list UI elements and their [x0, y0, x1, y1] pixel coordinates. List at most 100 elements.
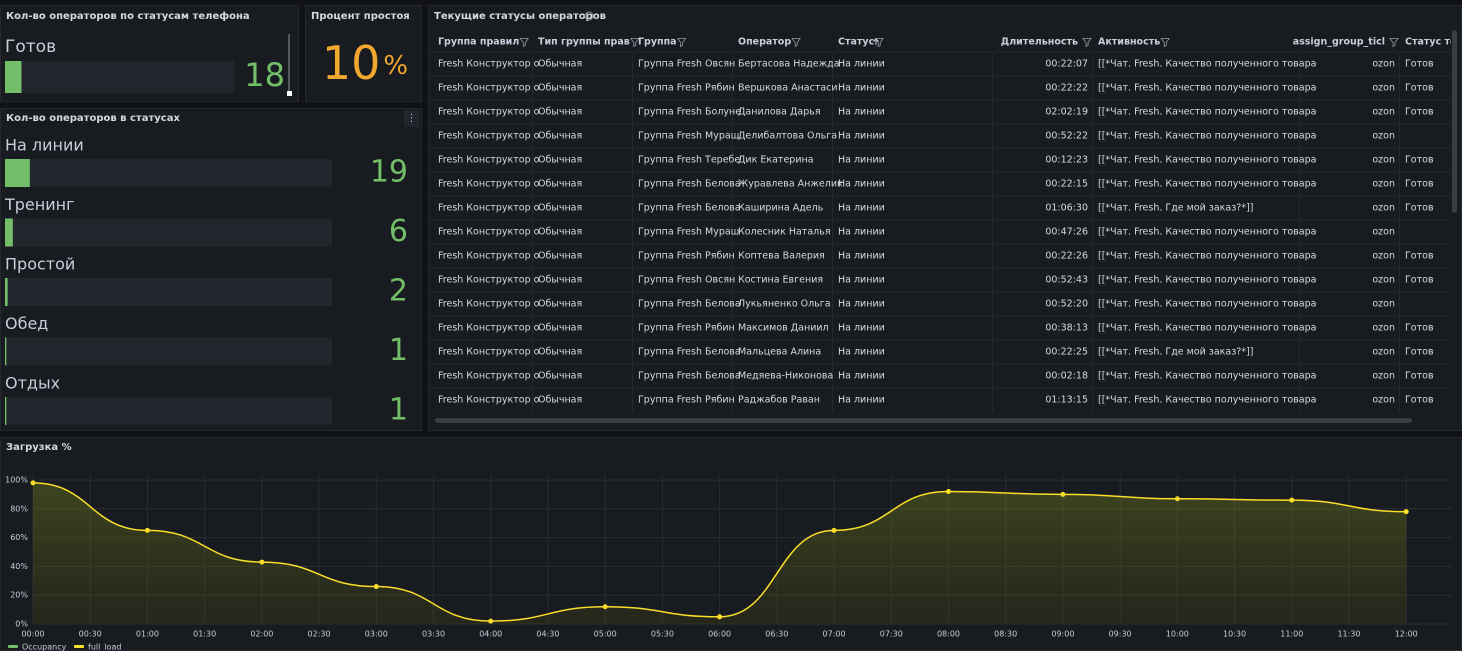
table-cell: Максимов Даниил [738, 323, 829, 334]
table-cell: Обычная [538, 395, 582, 406]
table-cell: ozon [1372, 395, 1395, 406]
menu-dots[interactable]: ⋮ [407, 113, 417, 124]
table-cell: Обычная [538, 371, 582, 382]
table-cell: Группа Fresh Мураш [638, 131, 739, 142]
table-cell: Готов [1405, 251, 1434, 262]
column-header[interactable]: Тип группы прав [538, 37, 630, 48]
column-header[interactable]: assign_group_ticl [1293, 37, 1385, 48]
x-tick-label: 04:00 [479, 630, 502, 639]
table-cell: На линии [838, 395, 885, 406]
table-cell: [[*Чат. Fresh. Где мой заказ?*]] [1098, 203, 1253, 214]
filter-icon[interactable] [1082, 38, 1092, 48]
table-cell: Fresh Конструктор о [438, 323, 540, 334]
table-cell: Fresh Конструктор о [438, 275, 540, 286]
y-tick-label: 60% [10, 533, 28, 542]
table-cell: 01:06:30 [1045, 203, 1088, 214]
table-cell: Обычная [538, 155, 582, 166]
table-cell: [[*Чат. Fresh. Качество полученного това… [1098, 179, 1316, 190]
x-tick-label: 04:30 [536, 630, 559, 639]
x-tick-label: 00:30 [79, 630, 102, 639]
gauge-label: На линии [5, 136, 84, 155]
panel-menu[interactable] [404, 110, 419, 127]
table-cell: Костина Евгения [738, 275, 823, 286]
table-cell: Группа Fresh Белова [638, 203, 741, 214]
table-cell: На линии [838, 131, 885, 142]
column-header[interactable]: Группа правил [438, 37, 519, 48]
table-cell: [[*Чат. Fresh. Качество полученного това… [1098, 395, 1316, 406]
column-header[interactable]: Длительность [1001, 37, 1078, 48]
table-cell: Обычная [538, 107, 582, 118]
panel-title: Кол-во операторов в статусах [6, 113, 180, 124]
table-cell: На линии [838, 179, 885, 190]
table-cell: Готов [1405, 395, 1434, 406]
filter-icon[interactable] [874, 38, 885, 48]
table-cell: [[*Чат. Fresh. Качество полученного това… [1098, 275, 1316, 286]
table-cell: 00:12:23 [1045, 155, 1088, 166]
table-cell: ozon [1372, 323, 1395, 334]
point [1403, 509, 1409, 515]
legend-label[interactable]: Occupancy [22, 643, 67, 651]
table-cell: Данилова Дарья [738, 107, 821, 118]
filter-icon[interactable] [1160, 38, 1171, 48]
table-cell: На линии [838, 203, 885, 214]
gauge-bar [5, 61, 22, 93]
point [1060, 491, 1066, 497]
column-header[interactable]: Активность [1098, 37, 1160, 48]
v-scrollbar[interactable] [1452, 30, 1457, 213]
table-cell: [[*Чат. Fresh. Качество полученного това… [1098, 299, 1316, 310]
table-cell: ozon [1372, 371, 1395, 382]
column-header[interactable]: Статус [838, 37, 874, 48]
info-icon[interactable] [584, 11, 594, 21]
table-cell: Готов [1405, 323, 1434, 334]
filter-icon[interactable] [1389, 38, 1399, 48]
legend-label[interactable]: full_load [88, 643, 121, 651]
gauge-label: Простой [5, 255, 75, 274]
filter-icon[interactable] [791, 38, 801, 48]
x-tick-label: 12:00 [1395, 630, 1418, 639]
table-cell: Группа Fresh Овсян [638, 275, 735, 286]
x-tick-label: 01:00 [136, 630, 159, 639]
table-cell: Группа Fresh Мураш [638, 227, 739, 238]
x-tick-label: 07:00 [823, 630, 846, 639]
h-scrollbar[interactable] [435, 418, 1412, 423]
table-cell: 00:38:13 [1045, 323, 1088, 334]
table-cell: 00:22:25 [1045, 347, 1088, 358]
filter-icon[interactable] [629, 38, 640, 48]
table-cell: 01:13:15 [1045, 395, 1088, 406]
filter-icon[interactable] [676, 38, 687, 48]
x-tick-label: 09:00 [1051, 630, 1074, 639]
x-tick-label: 07:30 [880, 630, 903, 639]
y-tick-label: 100% [5, 476, 28, 485]
x-tick-label: 10:30 [1223, 630, 1246, 639]
filter-icon[interactable] [519, 38, 530, 48]
table-cell: 00:22:15 [1045, 179, 1088, 190]
x-tick-label: 02:30 [308, 630, 331, 639]
table-cell: Готов [1405, 107, 1434, 118]
table-cell: Обычная [538, 131, 582, 142]
table-cell: 00:22:26 [1045, 251, 1088, 262]
gauge-track [5, 337, 332, 366]
panel-idle-percent [305, 5, 422, 102]
column-header[interactable]: Статус теле [1405, 37, 1462, 48]
column-header[interactable]: Группа [638, 37, 677, 48]
table-cell: Fresh Конструктор о [438, 203, 540, 214]
table-cell: ozon [1372, 347, 1395, 358]
table-cell: ozon [1372, 275, 1395, 286]
table-cell: Fresh Конструктор о [438, 395, 540, 406]
table-cell: ozon [1372, 83, 1395, 94]
table-cell: На линии [838, 323, 885, 334]
x-tick-label: 08:30 [994, 630, 1017, 639]
point [373, 584, 379, 590]
gauge-value: 19 [370, 155, 408, 190]
stat-value: 10% [322, 36, 408, 90]
column-header[interactable]: Оператор [738, 37, 791, 48]
table-cell: Fresh Конструктор о [438, 299, 540, 310]
table-cell: 00:52:43 [1045, 275, 1088, 286]
point [945, 489, 951, 495]
stat-unit: % [383, 51, 408, 81]
table-cell: Обычная [538, 227, 582, 238]
table-cell: На линии [838, 83, 885, 94]
table-cell: [[*Чат. Fresh. Качество полученного това… [1098, 131, 1316, 142]
table-cell: ozon [1372, 299, 1395, 310]
table-cell: Готов [1405, 83, 1434, 94]
